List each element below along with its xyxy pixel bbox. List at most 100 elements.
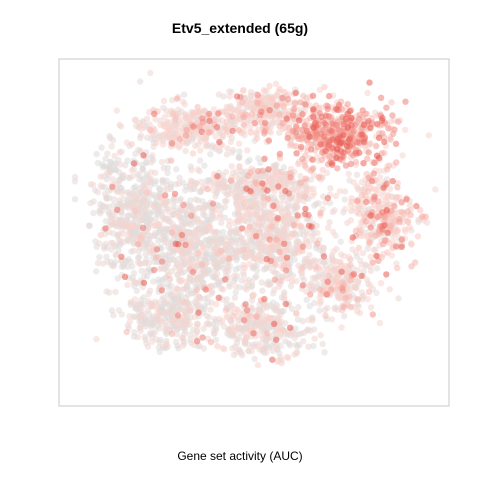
scatter-point: [287, 140, 295, 147]
scatter-point: [367, 124, 374, 131]
scatter-point: [141, 206, 148, 214]
scatter-point: [359, 296, 366, 303]
scatter-point: [193, 286, 201, 294]
scatter-point: [381, 138, 388, 146]
scatter-point: [143, 134, 151, 141]
scatter-point: [232, 173, 239, 180]
scatter-point: [96, 254, 103, 261]
scatter-point: [302, 175, 309, 182]
scatter-point: [228, 318, 235, 325]
scatter-point: [271, 320, 278, 327]
scatter-point: [235, 104, 243, 111]
scatter-point: [198, 261, 206, 268]
scatter-point: [355, 115, 363, 123]
scatter-point: [239, 87, 247, 94]
scatter-point: [173, 330, 181, 338]
scatter-point: [341, 205, 349, 213]
scatter-point: [107, 158, 114, 165]
scatter-point: [359, 131, 366, 138]
scatter-point: [276, 155, 284, 162]
scatter-point: [147, 320, 155, 327]
scatter-point: [368, 212, 375, 219]
scatter-point: [231, 294, 239, 301]
scatter-point: [268, 342, 275, 350]
scatter-point: [182, 147, 189, 155]
scatter-point: [408, 241, 415, 248]
scatter-point: [398, 243, 405, 251]
scatter-point: [299, 317, 306, 325]
scatter-point: [293, 309, 300, 317]
scatter-point: [252, 178, 259, 185]
scatter-point: [210, 106, 218, 113]
scatter-point: [355, 205, 362, 212]
scatter-point: [148, 159, 155, 166]
scatter-point: [158, 287, 166, 294]
scatter-point: [103, 194, 110, 201]
scatter-point: [104, 150, 111, 157]
scatter-point: [122, 258, 130, 265]
scatter-point: [188, 166, 195, 174]
scatter-point: [136, 123, 143, 130]
scatter-point: [297, 222, 304, 230]
scatter-point: [242, 278, 250, 286]
scatter-point: [309, 232, 316, 239]
scatter-point: [389, 177, 396, 185]
scatter-point: [198, 178, 205, 186]
scatter-point: [108, 143, 115, 150]
scatter-point: [224, 145, 231, 152]
scatter-point: [281, 294, 288, 301]
scatter-point: [240, 114, 247, 121]
scatter-point: [389, 112, 396, 119]
scatter-point: [328, 128, 335, 135]
scatter-point: [221, 126, 229, 133]
scatter-point: [326, 219, 333, 226]
scatter-point: [183, 246, 191, 254]
scatter-point: [232, 283, 239, 290]
scatter-point: [292, 89, 299, 97]
scatter-point: [265, 264, 273, 272]
scatter-point: [175, 306, 183, 314]
scatter-point: [233, 184, 240, 191]
scatter-point: [282, 300, 289, 308]
scatter-point: [184, 321, 191, 328]
scatter-point: [312, 274, 319, 281]
scatter-point: [173, 166, 180, 173]
scatter-point: [123, 202, 130, 209]
scatter-point: [182, 241, 189, 249]
scatter-point: [151, 266, 158, 274]
scatter-point: [203, 320, 210, 328]
scatter-point: [384, 249, 391, 256]
scatter-point: [333, 154, 340, 162]
scatter-point: [284, 96, 292, 103]
scatter-point: [265, 166, 272, 173]
scatter-point: [314, 240, 321, 247]
scatter-point: [340, 253, 348, 260]
scatter-point: [367, 304, 375, 311]
scatter-point: [287, 174, 294, 181]
scatter-point: [294, 212, 301, 219]
scatter-point: [225, 233, 232, 240]
scatter-point: [142, 336, 149, 343]
scatter-point: [151, 203, 158, 210]
scatter-point: [329, 120, 336, 127]
scatter-point: [116, 121, 123, 129]
scatter-point: [129, 172, 137, 180]
scatter-point: [189, 150, 197, 157]
scatter-point: [268, 223, 275, 230]
scatter-point: [203, 312, 210, 319]
scatter-point: [273, 236, 280, 243]
scatter-point: [183, 126, 190, 134]
scatter-point: [199, 115, 206, 122]
scatter-point: [257, 238, 264, 245]
scatter-point: [276, 248, 283, 255]
scatter-point: [161, 114, 168, 121]
scatter-point: [128, 140, 135, 148]
scatter-point: [314, 229, 321, 237]
scatter-point: [215, 294, 222, 301]
scatter-point: [71, 178, 79, 185]
scatter-point: [256, 322, 263, 329]
scatter-point: [158, 258, 166, 265]
scatter-point: [247, 92, 255, 99]
scatter-point: [169, 292, 176, 299]
